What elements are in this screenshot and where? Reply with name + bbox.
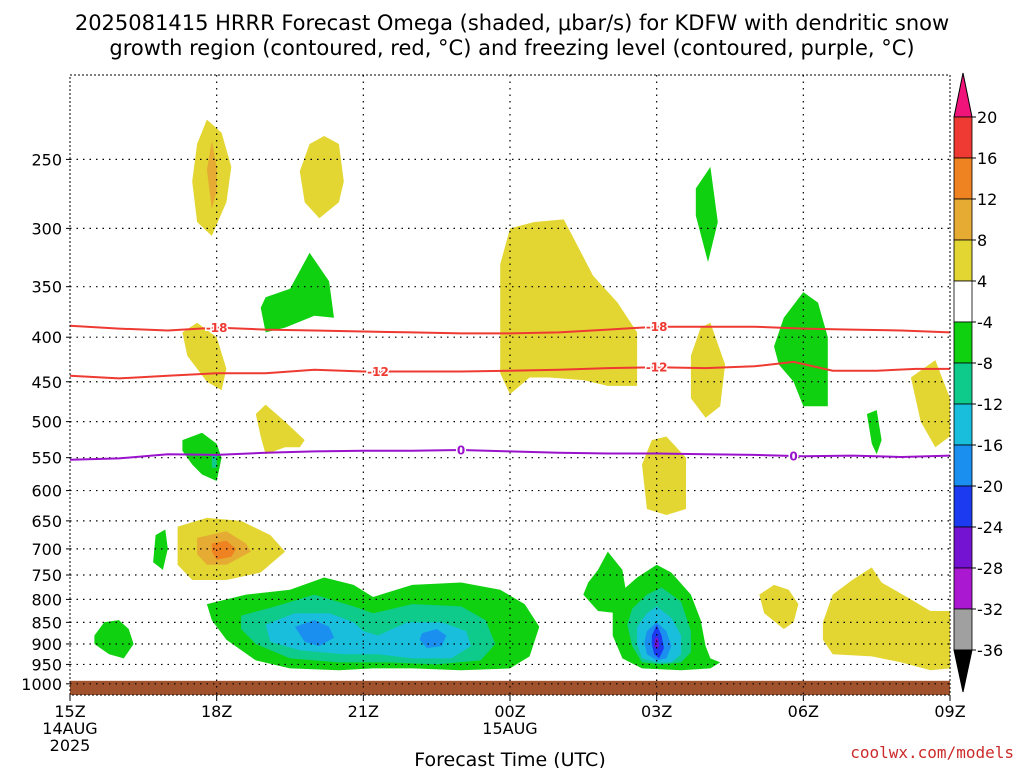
omega-region-12 [182, 432, 222, 481]
omega-region-2 [299, 136, 344, 219]
colorbar-swatch-12 [953, 608, 973, 651]
colorbar-label-1: 16 [977, 149, 997, 168]
omega-region-5 [260, 252, 334, 333]
y-tick-label-350: 350 [31, 278, 62, 297]
x-tick-label-0-0: 15Z [54, 702, 85, 721]
omega-region-9 [910, 360, 950, 448]
y-tick-label-500: 500 [31, 413, 62, 432]
contour-label-0: 0 [789, 450, 797, 464]
contour-label--18: -18 [206, 321, 228, 335]
colorbar-label-6: -8 [977, 354, 993, 373]
colorbar-label-7: -12 [977, 395, 1003, 414]
x-tick-label-0-1: 14AUG [42, 719, 97, 738]
contour-line--12 [69, 360, 950, 380]
omega-region-13 [211, 454, 217, 468]
omega-region-21 [759, 584, 799, 629]
omega-region-27 [419, 629, 447, 649]
y-tick-label-800: 800 [31, 590, 62, 609]
omega-shading [70, 119, 950, 695]
colorbar-swatch-4 [953, 280, 973, 323]
terrain-band [70, 680, 950, 695]
contour-label--12: -12 [646, 361, 668, 375]
credit-text: coolwx.com/models [850, 743, 1014, 762]
omega-region-14 [642, 436, 686, 515]
colorbar-label-13: -36 [977, 641, 1003, 660]
colorbar-label-3: 8 [977, 231, 987, 250]
contour-line-0 [69, 448, 951, 461]
y-tick-label-300: 300 [31, 219, 62, 238]
omega-region-11 [255, 404, 305, 455]
chart-title-line2: growth region (contoured, red, °C) and f… [109, 36, 914, 60]
y-tick-label-950: 950 [31, 655, 62, 674]
omega-region-10 [866, 410, 882, 455]
colorbar-swatch-11 [953, 567, 973, 610]
omega-region-19 [583, 551, 628, 614]
colorbar-label-12: -32 [977, 600, 1003, 619]
y-tick-label-450: 450 [31, 373, 62, 392]
y-tick-label-400: 400 [31, 328, 62, 347]
omega-region-22 [822, 567, 950, 671]
colorbar-label-10: -24 [977, 518, 1003, 537]
omega-region-7 [690, 322, 726, 418]
colorbar-swatch-7 [953, 403, 973, 446]
x-tick-label-6-0: 21Z [348, 702, 379, 721]
colorbar-label-0: 20 [977, 108, 997, 127]
colorbar-label-4: 4 [977, 272, 987, 291]
x-tick-label-18-0: 09Z [934, 702, 965, 721]
omega-region-26 [294, 620, 334, 647]
omega-region-17 [211, 540, 237, 560]
colorbar: 20 16 12 8 4 -4 -8 -12 -16 -20 -24 -28 -32 -36 [953, 72, 1003, 693]
colorbar-label-11: -28 [977, 559, 1003, 578]
y-tick-label-1000: 1000 [21, 675, 62, 694]
colorbar-swatch-2 [953, 198, 973, 241]
x-tick-label-9-1: 15AUG [482, 719, 537, 738]
colorbar-swatch-10 [953, 526, 973, 569]
y-tick-label-550: 550 [31, 449, 62, 468]
colorbar-bottom-arrow [953, 649, 973, 693]
x-tick-label-9-0: 00Z [494, 702, 525, 721]
y-tick-label-650: 650 [31, 512, 62, 531]
contour-label--12: -12 [367, 365, 389, 379]
omega-region-3 [500, 219, 638, 395]
colorbar-label-8: -16 [977, 436, 1003, 455]
colorbar-swatch-8 [953, 444, 973, 487]
x-tick-label-3-0: 18Z [201, 702, 232, 721]
omega-region-33 [654, 637, 660, 649]
contour-label-0: 0 [457, 444, 465, 458]
contour-line--18 [69, 324, 951, 335]
y-tick-label-900: 900 [31, 635, 62, 654]
colorbar-label-5: -4 [977, 313, 993, 332]
x-tick-label-0-2: 2025 [50, 736, 91, 755]
colorbar-swatch-5 [953, 321, 973, 364]
x-tick-label-15-0: 06Z [788, 702, 819, 721]
colorbar-label-2: 12 [977, 190, 997, 209]
colorbar-swatch-6 [953, 362, 973, 405]
contour-label--18: -18 [646, 320, 668, 334]
y-tick-label-600: 600 [31, 482, 62, 501]
omega-region-18 [153, 529, 168, 570]
y-axis: 250 300 350 400 450 500 550 600 650 700 750 800 850 9… [21, 150, 70, 694]
colorbar-swatch-1 [953, 157, 973, 200]
colorbar-label-9: -20 [977, 477, 1003, 496]
colorbar-swatch-0 [953, 116, 973, 159]
y-tick-label-750: 750 [31, 566, 62, 585]
colorbar-swatch-3 [953, 239, 973, 282]
omega-region-20 [94, 620, 134, 659]
y-tick-label-700: 700 [31, 540, 62, 559]
colorbar-swatch-9 [953, 485, 973, 528]
x-axis-label: Forecast Time (UTC) [414, 749, 605, 768]
x-tick-label-12-0: 03Z [641, 702, 672, 721]
chart-title-line1: 2025081415 HRRR Forecast Omega (shaded, … [75, 11, 949, 35]
y-tick-label-250: 250 [31, 150, 62, 169]
colorbar-top-arrow [953, 72, 973, 118]
y-tick-label-850: 850 [31, 613, 62, 632]
temperature-contours: -18 -18 -12 -12 0 0 [69, 319, 951, 465]
omega-region-4 [695, 166, 718, 263]
omega-region-8 [774, 292, 828, 407]
omega-region-1 [206, 140, 217, 209]
